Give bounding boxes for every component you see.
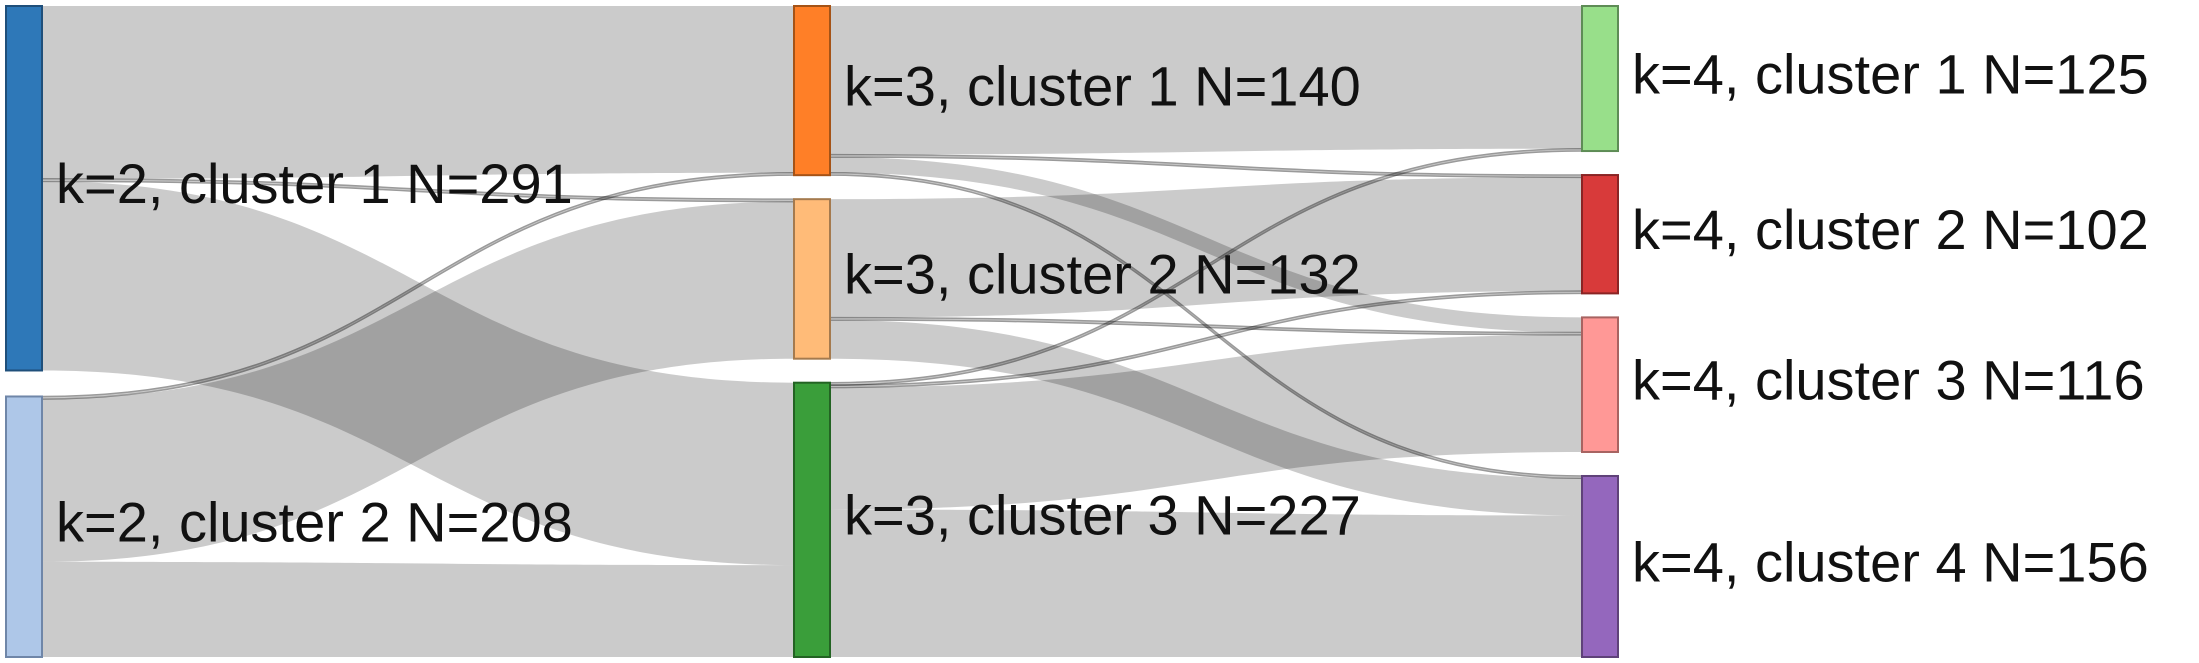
node-k3c2 xyxy=(793,198,831,360)
sankey-labels: k=2, cluster 1 N=291 k=2, cluster 2 N=208… xyxy=(56,42,2149,593)
node-label-k4c2: k=4, cluster 2 N=102 xyxy=(1632,198,2149,261)
node-k2c2 xyxy=(5,395,43,658)
link-k2c2-k3c3 xyxy=(42,561,794,657)
node-k3c1 xyxy=(793,5,831,177)
link-k2c1-k3c1 xyxy=(42,6,794,179)
node-label-k3c3: k=3, cluster 3 N=227 xyxy=(844,484,1361,547)
node-k4c4 xyxy=(1581,474,1619,659)
node-k4c2 xyxy=(1581,174,1619,295)
link-k3c2-k4c2 xyxy=(830,177,1582,318)
node-label-k3c2: k=3, cluster 2 N=132 xyxy=(844,243,1361,306)
node-label-k4c1: k=4, cluster 1 N=125 xyxy=(1632,42,2149,105)
node-label-k2c2: k=2, cluster 2 N=208 xyxy=(56,491,573,554)
node-label-k4c3: k=4, cluster 3 N=116 xyxy=(1632,348,2145,411)
node-k3c3 xyxy=(793,381,831,658)
node-k4c1 xyxy=(1581,5,1619,153)
node-k4c3 xyxy=(1581,316,1619,453)
link-k2c2-k3c2 xyxy=(42,201,794,562)
link-k3c1-k4c1 xyxy=(830,6,1582,155)
link-k3c3-k4c3 xyxy=(830,334,1582,510)
node-label-k4c4: k=4, cluster 4 N=156 xyxy=(1632,530,2149,593)
node-label-k2c1: k=2, cluster 1 N=291 xyxy=(56,152,573,215)
node-label-k3c1: k=3, cluster 1 N=140 xyxy=(844,54,1361,117)
sankey-links xyxy=(41,6,1583,657)
node-k2c1 xyxy=(5,5,43,372)
link-k3c3-k4c4 xyxy=(830,509,1582,657)
sankey-nodes xyxy=(5,5,1619,659)
